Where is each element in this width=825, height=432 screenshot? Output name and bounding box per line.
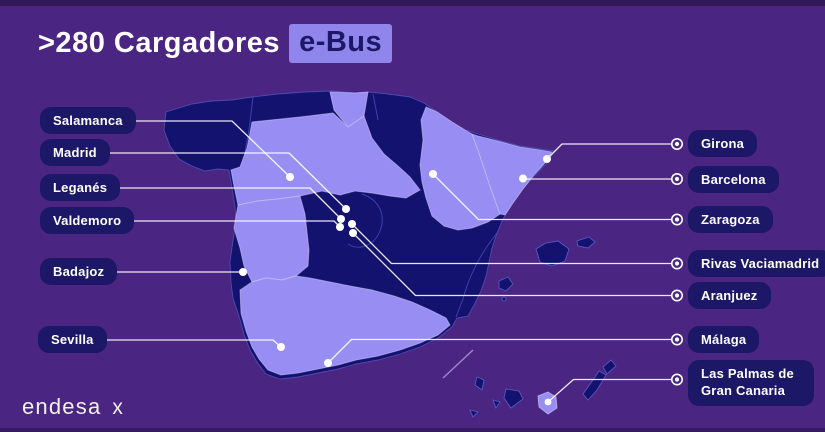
canary-islands (469, 359, 617, 418)
map-marker-rivas-vaciamadrid (348, 220, 356, 228)
city-label-malaga: Málaga (688, 326, 760, 353)
map-marker-las-palmas (544, 398, 552, 406)
map-marker-barcelona (519, 174, 527, 183)
city-label-valdemoro: Valdemoro (40, 207, 135, 234)
map-marker-aranjuez (349, 229, 357, 237)
canary-inset-divider (442, 349, 474, 379)
island-mallorca (535, 240, 570, 267)
region-cataluna (471, 133, 553, 216)
border-galicia-asturias (243, 96, 254, 159)
connector-salamanca (121, 120, 291, 178)
city-label-sevilla: Sevilla (38, 326, 107, 353)
city-label-zaragoza: Zaragoza (688, 206, 773, 233)
border-valencia (455, 232, 498, 318)
connector-las-palmas (547, 378, 678, 403)
connector-malaga (327, 338, 678, 364)
island-fuerteventura (582, 370, 607, 401)
city-label-barcelona: Barcelona (688, 166, 779, 193)
island-el-hierro (469, 409, 479, 418)
logo-x-glyph: x (112, 396, 125, 419)
region-extremadura (233, 195, 310, 283)
region-andalucia (239, 275, 451, 376)
city-label-leganes: Leganés (40, 174, 121, 201)
city-label-badajoz: Badajoz (40, 258, 118, 285)
border-basque (372, 93, 379, 121)
border-madrid-region (347, 193, 383, 248)
region-aragon (419, 106, 501, 231)
connector-madrid (103, 152, 347, 210)
map-marker-girona (543, 155, 551, 163)
island-menorca (576, 236, 596, 249)
region-castilla-y-leon (230, 112, 421, 206)
map-marker-malaga (324, 359, 332, 367)
map-marker-madrid (342, 205, 350, 213)
connector-girona (546, 143, 678, 160)
city-label-las-palmas: Las Palmas de Gran Canaria (688, 360, 814, 406)
infographic-title: >280 Cargadores e-Bus (38, 24, 393, 63)
title-text: >280 Cargadores (38, 27, 281, 59)
top-edge-shade (0, 0, 825, 6)
connector-rivas-vaciamadrid (351, 223, 678, 265)
connector-aranjuez (352, 232, 678, 297)
map-markers (239, 155, 552, 406)
map-marker-zaragoza (429, 170, 437, 178)
endesa-x-logo: endesa x (22, 394, 124, 420)
connector-leganes (111, 187, 342, 220)
island-la-palma (474, 376, 485, 391)
island-formentera (501, 296, 507, 302)
title-highlight: e-Bus (289, 24, 393, 63)
city-label-rivas-vaciamadrid: Rivas Vaciamadrid (688, 250, 825, 277)
map-marker-leganes (337, 215, 345, 223)
bottom-edge-shade (0, 428, 825, 432)
balearic-islands (498, 236, 596, 302)
map-marker-salamanca (286, 173, 294, 181)
map-marker-sevilla (277, 343, 285, 351)
city-label-salamanca: Salamanca (40, 107, 136, 134)
island-tenerife (503, 388, 524, 409)
logo-brand-text: endesa (22, 394, 102, 419)
map-marker-badajoz (239, 268, 247, 276)
city-label-girona: Girona (688, 130, 758, 157)
map-marker-valdemoro (336, 223, 344, 231)
city-label-aranjuez: Aranjuez (688, 282, 771, 309)
island-la-gomera (492, 399, 501, 409)
city-label-madrid: Madrid (40, 139, 110, 166)
island-lanzarote (602, 359, 617, 375)
connector-zaragoza (432, 173, 678, 221)
island-ibiza (498, 276, 514, 292)
